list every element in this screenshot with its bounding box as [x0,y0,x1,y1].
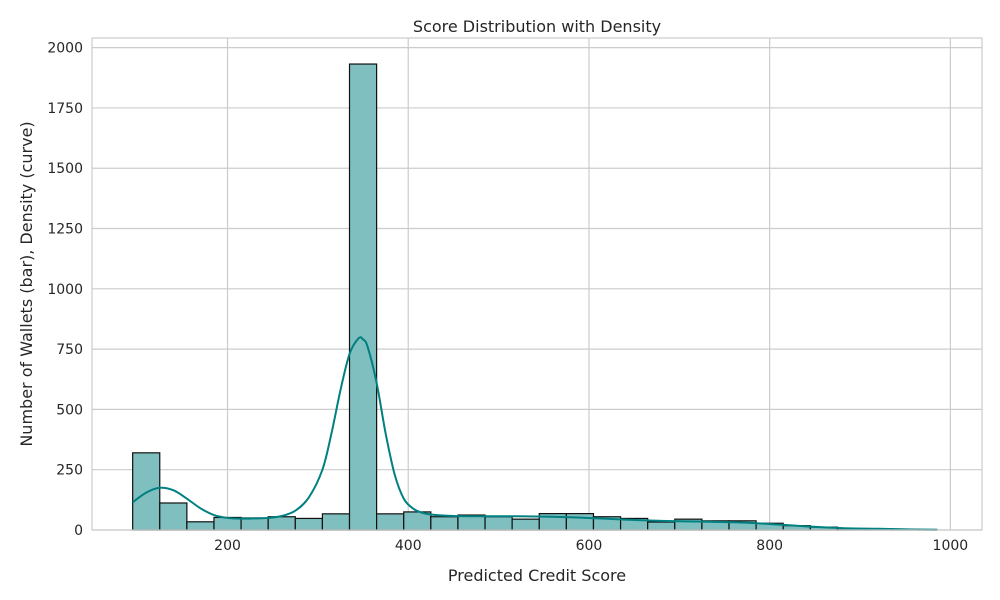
plot-frame [91,37,983,531]
histogram-bar [240,517,269,531]
y-tick-label: 750 [56,342,83,358]
x-tick-label: 600 [576,538,603,554]
histogram-bar [647,521,676,531]
histogram-bar [159,502,188,531]
histogram-bar [376,513,405,531]
x-axis-ticks: 200 400 600 800 1000 [214,538,968,554]
histogram-bar [321,513,351,531]
histogram-bar [484,516,513,531]
x-tick-label: 200 [214,538,241,554]
grid [92,38,982,531]
histogram-bar [267,516,296,531]
y-tick-label: 500 [56,402,83,418]
y-axis-ticks: 0 250 500 750 1000 1250 1500 1750 2000 [47,41,83,539]
histogram-bar [511,518,540,531]
histogram-bar [186,521,215,531]
histogram-bar [430,516,459,531]
x-tick-label: 800 [756,538,783,554]
y-tick-label: 1500 [47,161,83,177]
histogram-bar [565,512,595,531]
y-tick-label: 2000 [47,41,83,57]
y-axis-title: Number of Wallets (bar), Density (curve) [17,121,36,446]
x-axis-title: Predicted Credit Score [448,566,626,585]
chart-title: Score Distribution with Density [413,17,661,36]
y-tick-label: 250 [56,463,83,479]
y-tick-label: 1000 [47,282,83,298]
y-tick-label: 1750 [47,101,83,117]
y-tick-label: 1250 [47,222,83,238]
histogram-bar [132,452,161,531]
histogram-bar [457,514,486,531]
density-curve [132,336,937,531]
x-tick-label: 400 [395,538,422,554]
y-tick-label: 0 [74,523,83,539]
x-tick-label: 1000 [933,538,969,554]
histogram-bar [294,517,324,531]
histogram-bar [348,63,378,531]
histogram-bars [132,63,938,531]
